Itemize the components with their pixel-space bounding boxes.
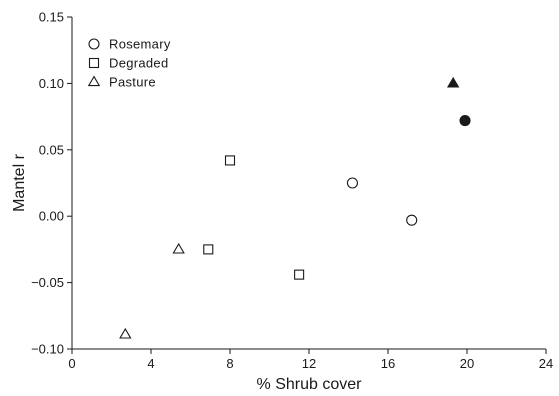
x-axis-title: % Shrub cover xyxy=(257,376,363,393)
y-ticks: −0.10 −0.05 0.00 0.05 0.10 0.15 xyxy=(31,10,72,357)
rosemary-circle-point xyxy=(346,177,359,189)
degraded-square-point xyxy=(224,155,236,166)
legend: Rosemary Degraded Pasture xyxy=(87,37,171,90)
x-tick-label: 12 xyxy=(302,356,316,371)
x-tick-label: 16 xyxy=(381,356,395,371)
pasture-triangle-point xyxy=(446,76,460,88)
legend-square-marker xyxy=(88,57,100,69)
y-tick-label: 0.15 xyxy=(39,10,64,25)
rosemary-circle-point xyxy=(459,115,471,127)
legend-label: Rosemary xyxy=(109,37,171,52)
legend-circle-marker xyxy=(88,38,100,50)
y-axis-title: Mantel r xyxy=(11,153,28,211)
y-tick-label: −0.05 xyxy=(31,275,64,290)
degraded-square-point xyxy=(294,269,305,280)
legend-label: Pasture xyxy=(109,75,156,90)
y-tick-label: 0.00 xyxy=(39,209,64,224)
rosemary-circle-point xyxy=(406,214,418,226)
pasture-triangle-point xyxy=(172,242,185,254)
x-tick-label: 4 xyxy=(147,356,154,371)
x-tick-label: 0 xyxy=(68,356,75,371)
x-tick-label: 24 xyxy=(539,356,553,371)
pasture-triangle-point xyxy=(119,327,132,339)
data-points xyxy=(119,76,471,339)
y-tick-label: 0.10 xyxy=(39,76,64,91)
y-tick-label: 0.05 xyxy=(39,142,64,157)
y-tick-label: −0.10 xyxy=(31,342,64,357)
x-tick-label: 20 xyxy=(460,356,474,371)
legend-triangle-marker xyxy=(87,75,101,87)
x-tick-label: 8 xyxy=(226,356,233,371)
legend-label: Degraded xyxy=(109,56,169,71)
x-ticks: 0 4 8 12 16 20 24 xyxy=(68,349,553,371)
degraded-square-point xyxy=(203,244,214,255)
